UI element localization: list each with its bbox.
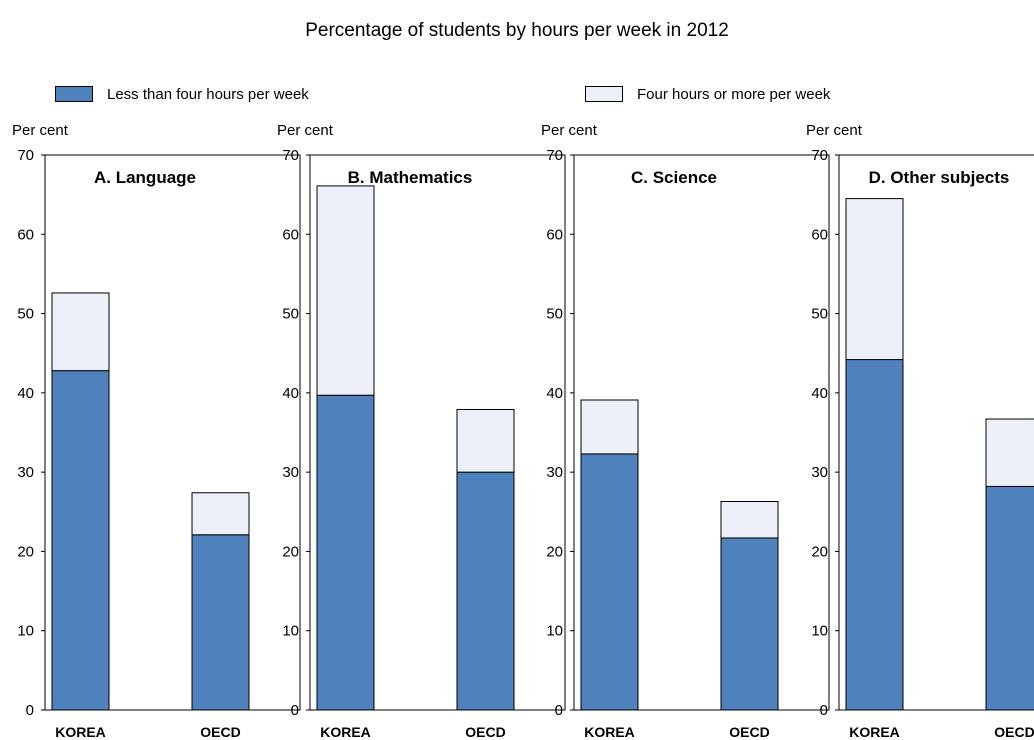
panel-3-frame — [573, 154, 830, 711]
panel-1-ytick-label: 60 — [17, 226, 34, 243]
panel-3-ytick-label: 10 — [546, 623, 563, 640]
panel-4-title: D. Other subjects — [869, 168, 1010, 187]
panel-3-bar-korea-low — [580, 453, 639, 711]
panel-1-bar-korea-low — [51, 370, 110, 711]
panel-2-ytick-label: 0 — [291, 702, 299, 719]
panel-2-category-label: KOREA — [320, 724, 371, 740]
panel-4-ytick-label: 0 — [820, 702, 828, 719]
panel-1-frame — [44, 154, 301, 711]
panel-1-ylabel: Per cent — [12, 122, 69, 139]
panel-1-ytick-label: 10 — [17, 623, 34, 640]
panel-4-bar-oecd-high — [985, 418, 1034, 487]
panel-4-ytick-label: 40 — [811, 385, 828, 402]
panel-3-title: C. Science — [631, 168, 717, 187]
panel-2-ytick-label: 60 — [282, 226, 299, 243]
legend-item-four-or-more: Four hours or more per week — [585, 84, 830, 104]
panel-3-ytick-label: 20 — [546, 543, 563, 560]
panel-2-ytick-label: 70 — [282, 147, 299, 164]
legend-swatch-low — [55, 86, 93, 102]
panel-2-ytick-label: 50 — [282, 306, 299, 323]
panel-1-ytick-label: 0 — [26, 702, 34, 719]
panel-4-bar-oecd-low — [985, 485, 1034, 711]
panel-2-ytick-label: 40 — [282, 385, 299, 402]
panel-3-category-label: OECD — [729, 724, 769, 740]
panel-1-category-label: OECD — [200, 724, 240, 740]
panel-2-bar-korea-high — [316, 185, 375, 396]
panel-3-ytick-label: 50 — [546, 306, 563, 323]
legend-label-less-than-four: Less than four hours per week — [107, 85, 309, 103]
panel-2-ytick-label: 20 — [282, 543, 299, 560]
chart-title: Percentage of students by hours per week… — [305, 20, 729, 41]
panel-4-ytick-label: 60 — [811, 226, 828, 243]
panel-4-ytick-label: 50 — [811, 306, 828, 323]
legend-label-four-or-more: Four hours or more per week — [637, 85, 831, 103]
panel-2-bar-korea-low — [316, 394, 375, 711]
panel-3-category-label: KOREA — [584, 724, 635, 740]
panel-4-frame — [838, 154, 1034, 711]
panel-4-ytick-label: 10 — [811, 623, 828, 640]
panel-1-bar-korea-high — [51, 292, 110, 372]
panel-3-bar-oecd-low — [720, 537, 779, 711]
panel-1-bar-oecd-high — [191, 492, 250, 536]
panel-3-bar-oecd-high — [720, 500, 779, 539]
panel-2-ylabel: Per cent — [277, 122, 334, 139]
panel-1-category-label: KOREA — [55, 724, 106, 740]
panel-3-ytick-label: 60 — [546, 226, 563, 243]
panel-2-ytick-label: 10 — [282, 623, 299, 640]
panel-4-bar-korea-high — [845, 198, 904, 361]
panel-1-ytick-label: 70 — [17, 147, 34, 164]
panel-1-ytick-label: 40 — [17, 385, 34, 402]
panel-3-ylabel: Per cent — [541, 122, 598, 139]
panel-4-ytick-label: 70 — [811, 147, 828, 164]
panel-1-ytick-label: 50 — [17, 306, 34, 323]
panel-4-category-label: KOREA — [849, 724, 900, 740]
panel-4-ytick-label: 20 — [811, 543, 828, 560]
panel-2-bar-oecd-high — [456, 409, 515, 473]
panel-3-ytick-label: 70 — [546, 147, 563, 164]
panel-2-ytick-label: 30 — [282, 464, 299, 481]
panel-1-title: A. Language — [94, 168, 196, 187]
panel-2-frame — [309, 154, 566, 711]
panel-2-bar-oecd-low — [456, 471, 515, 711]
panel-4-category-label: OECD — [994, 724, 1034, 740]
legend-swatch-high — [585, 86, 623, 102]
panel-4-ytick-label: 30 — [811, 464, 828, 481]
panel-4-bar-korea-low — [845, 359, 904, 711]
panel-2-category-label: OECD — [465, 724, 505, 740]
panel-1-ytick-label: 30 — [17, 464, 34, 481]
legend-item-less-than-four: Less than four hours per week — [55, 84, 309, 104]
panel-1-ytick-label: 20 — [17, 543, 34, 560]
panel-3-ytick-label: 40 — [546, 385, 563, 402]
panel-1-bar-oecd-low — [191, 534, 250, 711]
panel-3-ytick-label: 30 — [546, 464, 563, 481]
panel-3-bar-korea-high — [580, 399, 639, 455]
panel-2-title: B. Mathematics — [348, 168, 473, 187]
panel-4-ylabel: Per cent — [806, 122, 863, 139]
panel-3-ytick-label: 0 — [555, 702, 563, 719]
